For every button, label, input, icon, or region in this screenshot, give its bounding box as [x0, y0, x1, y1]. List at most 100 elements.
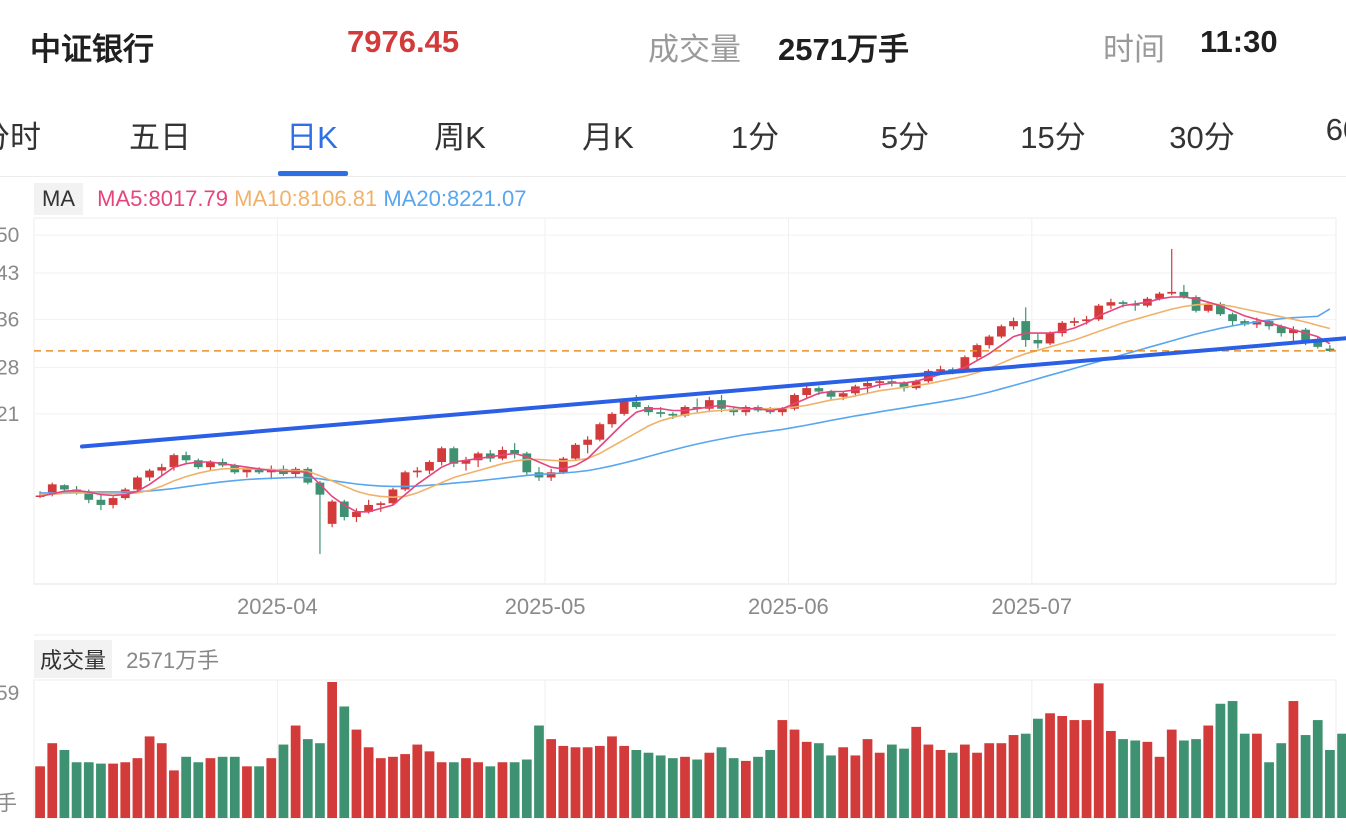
- candle-body: [169, 455, 179, 468]
- candle-body: [571, 444, 580, 459]
- volume-bar: [996, 743, 1007, 818]
- volume-bar: [388, 756, 398, 818]
- candle-body: [254, 468, 264, 473]
- candle-body: [96, 499, 106, 505]
- volume-bar: [984, 743, 995, 818]
- candle-body: [595, 424, 605, 440]
- candle-body: [1130, 303, 1140, 306]
- volume-bar: [1081, 720, 1092, 818]
- volume-bar: [947, 752, 958, 818]
- volume-bar: [886, 744, 897, 818]
- volume-bar: [534, 725, 544, 818]
- candle-body: [1276, 326, 1286, 334]
- candle-body: [315, 482, 325, 495]
- volume-bar: [1020, 733, 1031, 818]
- volume-bar: [436, 762, 447, 818]
- volume-bar: [448, 762, 459, 818]
- tab-five-day[interactable]: 五日: [129, 120, 191, 155]
- index-name: 中证银行: [30, 32, 154, 67]
- candle-body: [242, 468, 252, 473]
- candle-body: [498, 449, 507, 459]
- candle-body: [631, 401, 641, 408]
- volume-bar: [242, 766, 252, 818]
- candle-body: [510, 449, 520, 454]
- candle-body: [826, 391, 836, 397]
- volume-bar: [899, 748, 909, 818]
- candle-body: [485, 453, 495, 459]
- candle-body: [619, 401, 629, 414]
- volume-bar: [375, 758, 386, 818]
- volume-bar: [1264, 762, 1274, 818]
- candle-body: [1252, 321, 1262, 325]
- volume-bar: [278, 744, 289, 818]
- candle-body: [1057, 322, 1067, 334]
- tab-weekly-k[interactable]: 周K: [434, 120, 486, 155]
- candle-body: [1045, 333, 1055, 344]
- candle-body: [1155, 293, 1164, 299]
- volume-bar: [400, 754, 410, 818]
- volume-bar: [266, 758, 277, 818]
- ma-tag[interactable]: MA: [34, 183, 83, 215]
- x-tick-label: 2025-07: [991, 594, 1072, 619]
- tab-5min[interactable]: 5分: [880, 120, 930, 155]
- tab-60min[interactable]: 60: [1325, 112, 1346, 147]
- volume-bar: [1057, 716, 1068, 818]
- volume-bar: [521, 759, 532, 818]
- volume-bar: [619, 745, 630, 818]
- candle-body: [1070, 321, 1079, 323]
- candle-body: [364, 504, 374, 512]
- volume-max-label: 59: [0, 682, 19, 705]
- ma5-value: MA5:8017.79: [97, 186, 228, 211]
- y-tick-label: 21: [0, 403, 19, 426]
- volume-tag[interactable]: 成交量: [34, 640, 113, 678]
- volume-bar: [801, 741, 812, 818]
- volume-bar: [461, 758, 471, 818]
- volume-bar: [351, 729, 362, 818]
- volume-bar: [777, 720, 788, 818]
- candle-body: [972, 345, 982, 358]
- volume-legend-value: 2571万手: [126, 648, 220, 673]
- volume-bar: [1300, 735, 1311, 818]
- candle-body: [133, 477, 142, 490]
- volume-bar: [302, 739, 313, 818]
- tab-intraday[interactable]: 分时: [0, 120, 41, 155]
- candle-body: [449, 448, 459, 464]
- volume-bar: [1130, 740, 1141, 818]
- volume-bar: [205, 758, 216, 818]
- candle-body: [656, 412, 666, 414]
- candle-body: [60, 485, 69, 490]
- volume-bar: [497, 762, 508, 818]
- candle-body: [108, 498, 118, 505]
- volume-bar: [582, 747, 593, 818]
- candle-body: [473, 453, 483, 461]
- volume-bar: [1106, 730, 1116, 818]
- volume-bar: [1154, 756, 1165, 818]
- volume-bar: [631, 750, 642, 818]
- tab-daily-k[interactable]: 日K: [286, 120, 338, 155]
- tab-15min[interactable]: 15分: [1020, 120, 1086, 155]
- candle-body: [303, 468, 313, 483]
- volume-bar: [339, 706, 350, 818]
- volume-bar: [765, 750, 776, 818]
- volume-bar: [485, 766, 496, 818]
- candle-body: [145, 470, 154, 478]
- volume-bar: [838, 747, 849, 818]
- volume-bar: [193, 762, 204, 818]
- volume-bar: [83, 762, 94, 818]
- volume-bar: [315, 743, 325, 818]
- tab-1min[interactable]: 1分: [730, 120, 780, 155]
- volume-bars: [35, 682, 1346, 818]
- volume-bar: [156, 743, 167, 818]
- candle-body: [790, 394, 799, 409]
- candle-body: [802, 388, 812, 395]
- candle-body: [193, 460, 203, 468]
- candle-body: [522, 453, 532, 473]
- volume-bar: [1166, 729, 1177, 818]
- candle-body: [1325, 348, 1335, 351]
- volume-bar: [1191, 739, 1201, 818]
- tab-monthly-k[interactable]: 月K: [582, 120, 634, 155]
- candle-body: [887, 381, 897, 383]
- tab-30min[interactable]: 30分: [1169, 120, 1235, 155]
- volume-bar: [972, 752, 982, 818]
